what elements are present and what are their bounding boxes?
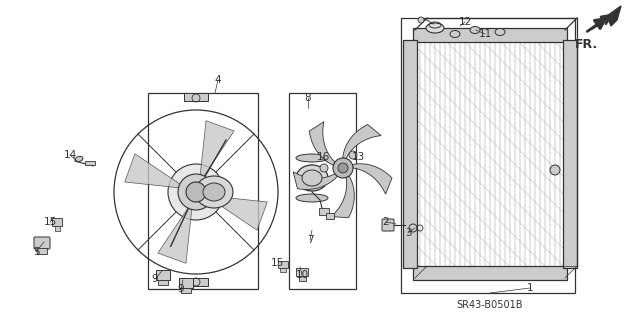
Polygon shape xyxy=(293,172,337,189)
Bar xyxy=(184,93,208,101)
Bar xyxy=(563,40,577,268)
Polygon shape xyxy=(125,154,180,188)
Circle shape xyxy=(186,182,206,202)
Circle shape xyxy=(409,224,417,232)
Polygon shape xyxy=(332,176,355,218)
Bar xyxy=(403,40,417,268)
Polygon shape xyxy=(309,122,335,165)
Ellipse shape xyxy=(296,194,328,202)
Bar xyxy=(413,266,567,280)
Circle shape xyxy=(320,164,328,172)
Bar xyxy=(413,28,567,42)
Polygon shape xyxy=(158,208,192,263)
Text: 11: 11 xyxy=(478,29,492,39)
Text: 9: 9 xyxy=(178,284,184,294)
Bar xyxy=(179,278,193,288)
Circle shape xyxy=(338,163,348,173)
FancyBboxPatch shape xyxy=(382,219,394,231)
Bar xyxy=(278,261,288,268)
Text: 10: 10 xyxy=(296,270,308,280)
Bar xyxy=(184,278,208,286)
Bar xyxy=(326,213,334,219)
Text: 8: 8 xyxy=(305,93,311,103)
Bar xyxy=(52,218,62,226)
Bar xyxy=(148,93,258,289)
FancyBboxPatch shape xyxy=(34,237,50,249)
Bar xyxy=(37,248,47,254)
Text: 7: 7 xyxy=(307,235,314,245)
Polygon shape xyxy=(212,196,268,230)
Circle shape xyxy=(178,174,214,210)
Ellipse shape xyxy=(450,31,460,38)
Text: 15: 15 xyxy=(270,258,284,268)
Ellipse shape xyxy=(296,154,328,162)
Circle shape xyxy=(333,158,353,178)
Ellipse shape xyxy=(470,26,480,33)
Text: 13: 13 xyxy=(351,152,365,162)
Bar xyxy=(296,268,308,276)
Bar xyxy=(156,270,170,280)
Text: 5: 5 xyxy=(33,247,39,257)
Polygon shape xyxy=(342,124,381,159)
Circle shape xyxy=(168,164,224,220)
Text: 3: 3 xyxy=(404,228,412,238)
Text: 1: 1 xyxy=(527,283,533,293)
Ellipse shape xyxy=(203,183,225,201)
Text: 2: 2 xyxy=(383,217,389,227)
Ellipse shape xyxy=(75,156,83,162)
Text: 9: 9 xyxy=(152,274,158,284)
Text: FR.: FR. xyxy=(575,38,598,51)
Polygon shape xyxy=(353,164,392,194)
Circle shape xyxy=(349,151,357,159)
Ellipse shape xyxy=(302,170,322,186)
Text: 14: 14 xyxy=(63,150,77,160)
Polygon shape xyxy=(200,121,234,176)
Text: SR43-B0501B: SR43-B0501B xyxy=(457,300,524,310)
Bar xyxy=(299,276,306,281)
Bar xyxy=(158,280,168,285)
Text: 4: 4 xyxy=(214,75,221,85)
Bar xyxy=(85,161,95,165)
Circle shape xyxy=(418,17,424,23)
Bar xyxy=(319,208,329,215)
Text: 15: 15 xyxy=(44,217,56,227)
Ellipse shape xyxy=(495,28,505,35)
Bar xyxy=(289,93,356,289)
Ellipse shape xyxy=(426,23,444,33)
Polygon shape xyxy=(607,6,621,26)
Text: 16: 16 xyxy=(316,152,330,162)
Bar xyxy=(280,268,286,272)
Ellipse shape xyxy=(296,165,328,191)
Text: 12: 12 xyxy=(458,17,472,27)
Bar xyxy=(55,226,60,231)
Circle shape xyxy=(550,165,560,175)
Bar xyxy=(401,18,575,293)
Ellipse shape xyxy=(195,176,233,208)
Bar xyxy=(181,288,191,293)
